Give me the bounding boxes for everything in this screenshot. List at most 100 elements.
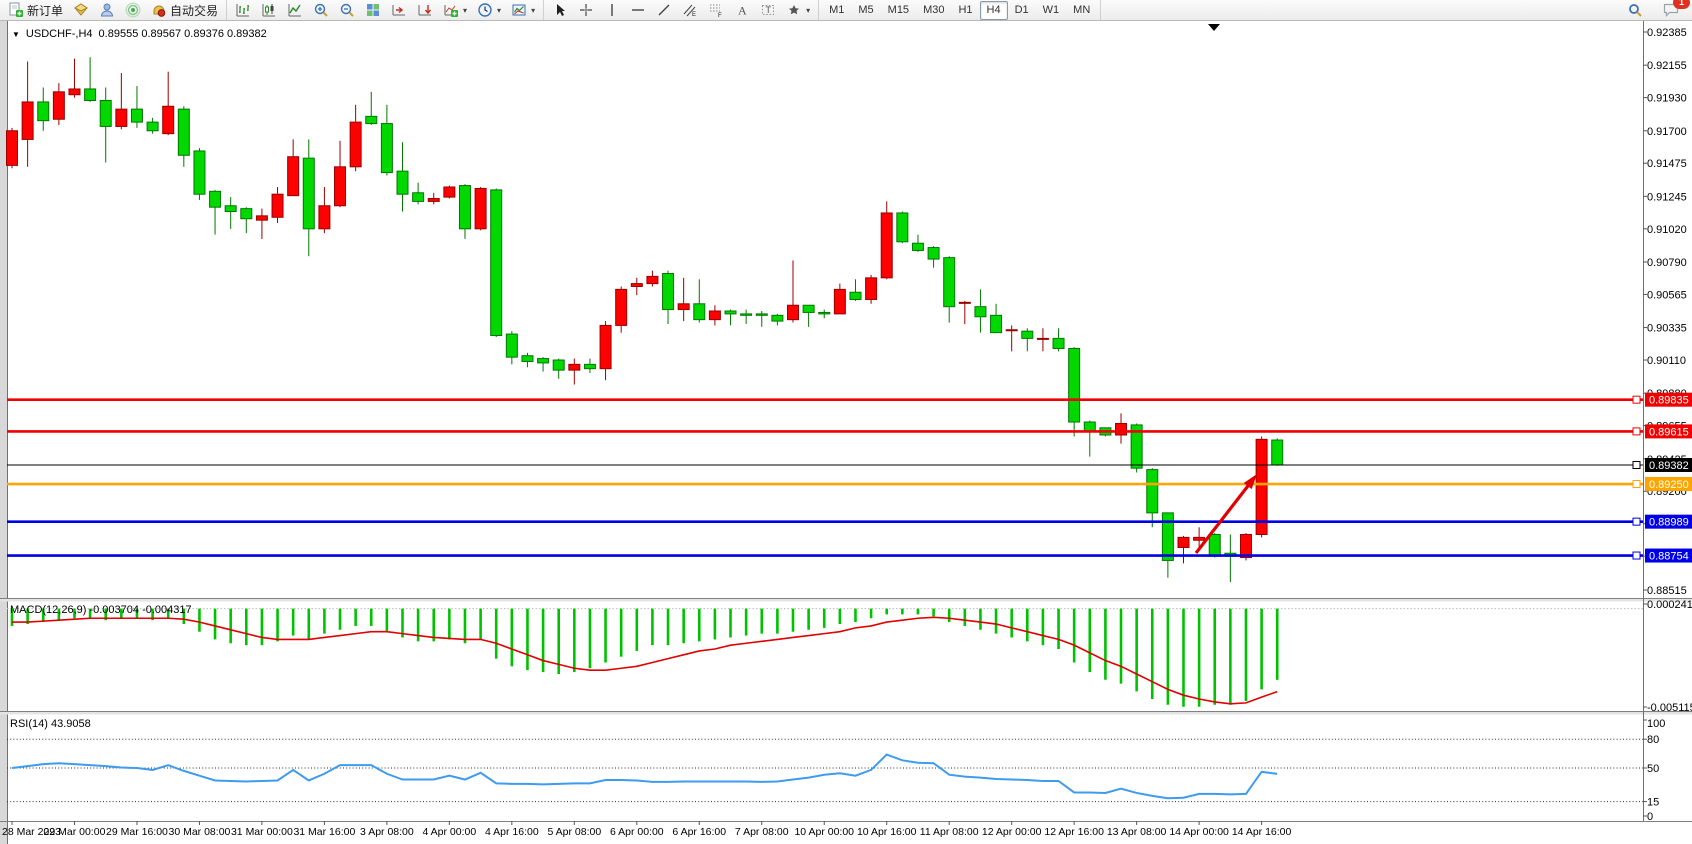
timeframe-button-w1[interactable]: W1 (1042, 3, 1060, 16)
candlestick (396, 142, 409, 212)
arrow-annotation[interactable] (1194, 474, 1257, 554)
candlestick (474, 187, 487, 231)
candlestick (6, 127, 18, 169)
chart-symbol-header: ▼ USDCHF-,H4 0.89555 0.89567 0.89376 0.8… (12, 28, 267, 40)
trendline-button[interactable] (651, 0, 677, 20)
candlestick (630, 277, 643, 296)
candlestick-chart-button[interactable] (256, 0, 282, 20)
zoom-out-icon (339, 2, 355, 18)
vertical-line-button[interactable] (599, 0, 625, 20)
timeframe-button-m1[interactable]: M1 (829, 3, 845, 16)
candlestick (537, 357, 550, 372)
candlestick-series (6, 57, 1284, 583)
candlestick (943, 256, 956, 323)
rsi-axis-label: 15 (1647, 797, 1659, 809)
candlestick (412, 182, 425, 205)
price-line-label-0.89250[interactable]: 0.89250 (1632, 477, 1692, 492)
text-button[interactable]: A (729, 0, 755, 20)
search-button[interactable] (1623, 0, 1648, 20)
toolbar-group-objects: E F A T ▾ (544, 0, 820, 20)
new-order-button-label: 新订单 (27, 3, 64, 18)
rsi-line (11, 753, 1278, 800)
cursor-button[interactable] (547, 0, 573, 20)
chart-shift-icon (391, 2, 407, 18)
time-tick-label: 29 Mar 00:00 (44, 826, 106, 838)
equidistant-channel-button[interactable]: E (677, 0, 703, 20)
svg-text:F: F (718, 13, 722, 18)
candlestick (443, 185, 456, 199)
toolbar-group-right: 1 (1623, 0, 1692, 20)
price-line-label-0.89382[interactable]: 0.89382 (1632, 457, 1692, 472)
new-order-button[interactable]: 新订单 (3, 0, 68, 20)
time-tick-label: 13 Apr 08:00 (1107, 826, 1167, 838)
candlestick (99, 87, 112, 163)
bar-chart-button[interactable] (230, 0, 256, 20)
tile-windows-button[interactable] (360, 0, 386, 20)
candlestick (833, 283, 846, 315)
chevron-down-icon: ▾ (806, 5, 811, 15)
price-tick-label: 0.91245 (1647, 191, 1687, 203)
price-line-label-0.88989[interactable]: 0.88989 (1632, 514, 1692, 529)
zoom-in-icon (313, 2, 329, 18)
zoom-in-button[interactable] (308, 0, 334, 20)
crosshair-button[interactable] (573, 0, 599, 20)
toolbox-icon-icon (73, 2, 89, 18)
zoom-out-button[interactable] (334, 0, 360, 20)
vertical-line-icon (604, 2, 620, 18)
timeframe-button-h1[interactable]: H1 (958, 3, 973, 16)
chat-button[interactable]: 1 (1658, 0, 1690, 20)
profile-icon-button[interactable] (94, 0, 120, 20)
timeframe-button-mn[interactable]: MN (1073, 3, 1091, 16)
timeframe-button-h4[interactable]: H4 (979, 0, 1008, 20)
price-line-label-0.89615[interactable]: 0.89615 (1632, 424, 1692, 439)
candlestick (52, 83, 65, 125)
svg-text:T: T (766, 5, 772, 15)
toolbox-icon-button[interactable] (68, 0, 94, 20)
chart-autoscroll-button[interactable] (412, 0, 438, 20)
autotrading-button[interactable]: 自动交易 (146, 0, 223, 20)
candlestick (849, 279, 862, 301)
candlestick (974, 289, 987, 333)
text-icon: A (734, 2, 750, 18)
candlestick (818, 309, 831, 319)
templates-button[interactable]: ▾ (506, 0, 540, 20)
candlestick (349, 104, 362, 172)
text-label-button[interactable]: T (755, 0, 781, 20)
price-tick-label: 0.90565 (1647, 289, 1687, 301)
timeframe-button-d1[interactable]: D1 (1014, 3, 1029, 16)
chart-canvas[interactable]: 0.92385 0.92155 0.91930 0.91700 0.91475 0.912… (0, 21, 1692, 844)
signal-icon-button[interactable] (120, 0, 146, 20)
timeframe-button-m15[interactable]: M15 (887, 3, 910, 16)
svg-text:0.89615: 0.89615 (1649, 426, 1689, 438)
price-tick-label: 0.92155 (1647, 60, 1687, 72)
collapse-triangle-icon[interactable]: ▼ (12, 29, 20, 39)
timeframe-button-m5[interactable]: M5 (858, 3, 874, 16)
candlestick (755, 311, 768, 327)
horizontal-line-button[interactable] (625, 0, 651, 20)
candlestick (427, 192, 440, 205)
time-tick-label: 11 Apr 08:00 (920, 826, 979, 838)
price-line-label-0.89835[interactable]: 0.89835 (1632, 392, 1692, 407)
price-line-label-0.88754[interactable]: 0.88754 (1632, 548, 1692, 563)
candlestick (37, 87, 50, 131)
time-tick-label: 14 Apr 16:00 (1232, 826, 1292, 838)
candlestick (84, 57, 97, 102)
chart-shift-button[interactable] (386, 0, 412, 20)
periods-button[interactable]: ▾ (472, 0, 506, 20)
candlestick (787, 260, 799, 323)
rsi-indicator-label: RSI(14) 43.9058 (10, 718, 91, 730)
autotrading-button-label: 自动交易 (170, 3, 219, 18)
candlestick (911, 234, 924, 252)
search-icon (1629, 3, 1642, 17)
line-chart-button[interactable] (282, 0, 308, 20)
timeframe-button-m30[interactable]: M30 (923, 3, 945, 16)
time-tick-label: 14 Apr 00:00 (1169, 826, 1229, 838)
candlestick (740, 309, 753, 324)
symbol-title: USDCHF-,H4 (25, 28, 93, 40)
add-indicator-icon (443, 2, 459, 18)
fibonacci-button[interactable]: F (703, 0, 729, 20)
add-indicator-button[interactable]: ▾ (438, 0, 472, 20)
candlestick (896, 211, 909, 244)
shapes-button[interactable]: ▾ (781, 0, 815, 20)
